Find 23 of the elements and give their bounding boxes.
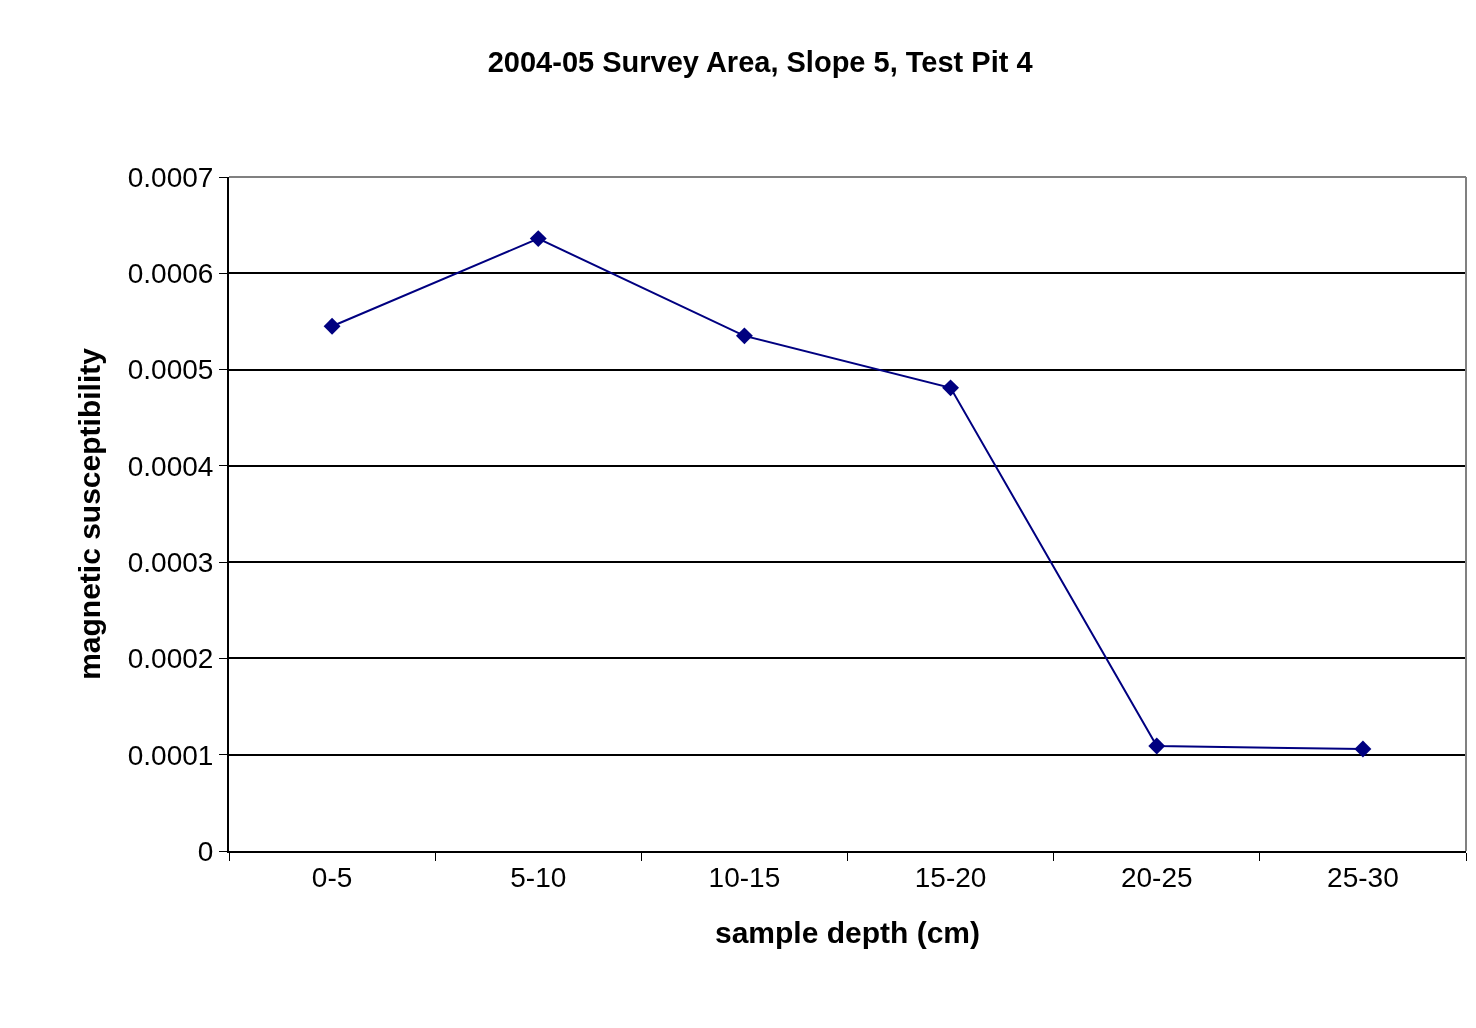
x-tick-label: 5-10 — [510, 861, 567, 893]
point — [1148, 737, 1166, 755]
y-tick-label: 0 — [197, 835, 214, 867]
point — [323, 317, 341, 335]
y-tick-label: 0.0003 — [127, 546, 214, 578]
y-tick-label: 0.0001 — [127, 739, 214, 771]
chart-title: 2004-05 Survey Area, Slope 5, Test Pit 4 — [487, 45, 1033, 78]
x-tick-label: 15-20 — [914, 861, 987, 893]
y-tick-label: 0.0005 — [127, 354, 214, 386]
x-tick-label: 25-30 — [1327, 861, 1399, 893]
point — [1354, 740, 1372, 758]
y-tick-label: 0.0007 — [127, 161, 214, 193]
x-tick-label: 20-25 — [1120, 861, 1193, 893]
y-tick-label: 0.0002 — [127, 643, 214, 675]
y-tick-label: 0.0006 — [127, 258, 214, 290]
point — [735, 327, 753, 345]
x-axis-title: sample depth (cm) — [714, 915, 981, 949]
x-tick-label: 0-5 — [311, 861, 353, 893]
y-axis-title: magnetic susceptibility — [73, 347, 107, 680]
point — [529, 230, 547, 248]
x-tick-label: 10-15 — [708, 861, 781, 893]
point — [942, 379, 960, 397]
y-tick-label: 0.0004 — [127, 450, 214, 482]
